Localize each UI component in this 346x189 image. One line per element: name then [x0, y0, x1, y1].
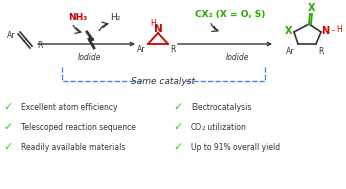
Text: N: N — [321, 26, 329, 36]
Text: ✓: ✓ — [173, 122, 183, 132]
Text: Iodide: Iodide — [226, 53, 250, 61]
Text: ✓: ✓ — [173, 142, 183, 152]
Text: Same catalyst: Same catalyst — [131, 77, 195, 85]
Text: Up to 91% overall yield: Up to 91% overall yield — [191, 143, 280, 152]
Text: Excellent atom efficiency: Excellent atom efficiency — [21, 102, 118, 112]
Text: ✓: ✓ — [3, 122, 13, 132]
Text: H: H — [150, 19, 156, 29]
Text: utilization: utilization — [205, 122, 246, 132]
Text: CO: CO — [191, 122, 202, 132]
Text: R: R — [37, 40, 42, 50]
Text: Readily available materials: Readily available materials — [21, 143, 125, 152]
Text: ✓: ✓ — [3, 102, 13, 112]
Text: -: - — [331, 26, 335, 36]
Text: R: R — [318, 47, 324, 57]
Text: Electrocatalysis: Electrocatalysis — [191, 102, 252, 112]
Text: H: H — [336, 25, 342, 33]
Text: H₂: H₂ — [110, 12, 120, 22]
Text: Iodide: Iodide — [78, 53, 102, 61]
Text: R: R — [170, 46, 176, 54]
Text: Ar: Ar — [286, 47, 294, 57]
Text: ✓: ✓ — [173, 102, 183, 112]
Text: Ar: Ar — [137, 46, 145, 54]
Text: CX₂ (X = O, S): CX₂ (X = O, S) — [195, 11, 265, 19]
Text: N: N — [154, 24, 162, 34]
Text: X: X — [285, 26, 293, 36]
Text: X: X — [308, 3, 316, 13]
Text: NH₃: NH₃ — [69, 12, 88, 22]
Text: Telescoped reaction sequence: Telescoped reaction sequence — [21, 122, 136, 132]
Text: 2: 2 — [202, 126, 206, 132]
Text: Ar: Ar — [7, 32, 15, 40]
Text: ✓: ✓ — [3, 142, 13, 152]
